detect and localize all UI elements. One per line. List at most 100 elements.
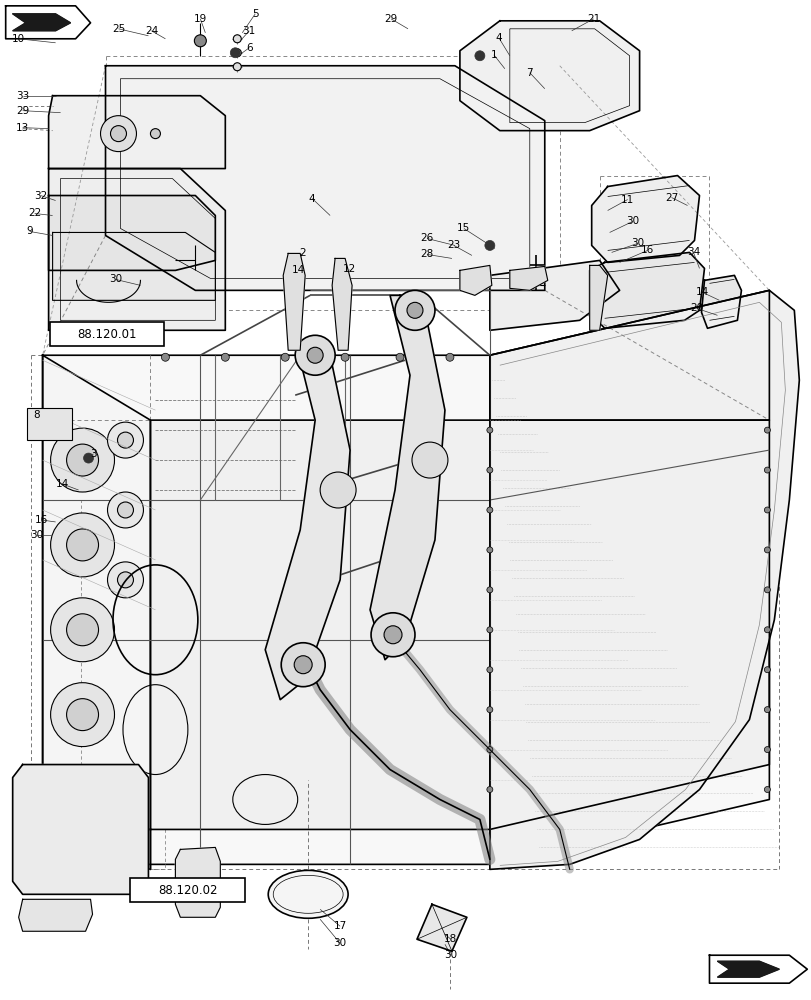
Circle shape bbox=[487, 787, 492, 792]
Circle shape bbox=[107, 562, 144, 598]
Circle shape bbox=[763, 667, 770, 673]
Polygon shape bbox=[105, 66, 544, 290]
Polygon shape bbox=[489, 290, 769, 420]
Polygon shape bbox=[509, 266, 547, 290]
Circle shape bbox=[487, 587, 492, 593]
Circle shape bbox=[118, 572, 133, 588]
Text: 26: 26 bbox=[420, 233, 433, 243]
Text: 30: 30 bbox=[30, 530, 43, 540]
Circle shape bbox=[50, 598, 114, 662]
Circle shape bbox=[411, 442, 448, 478]
Text: 9: 9 bbox=[26, 226, 33, 236]
Circle shape bbox=[763, 507, 770, 513]
Polygon shape bbox=[42, 290, 769, 864]
Circle shape bbox=[233, 63, 241, 71]
Text: 8: 8 bbox=[33, 410, 40, 420]
Circle shape bbox=[484, 240, 494, 250]
Text: 24: 24 bbox=[144, 26, 158, 36]
Circle shape bbox=[150, 129, 161, 139]
Circle shape bbox=[763, 427, 770, 433]
Text: 17: 17 bbox=[333, 921, 346, 931]
Circle shape bbox=[67, 614, 98, 646]
Text: 20: 20 bbox=[689, 303, 702, 313]
Circle shape bbox=[763, 547, 770, 553]
Text: 18: 18 bbox=[444, 934, 457, 944]
Text: 34: 34 bbox=[686, 247, 699, 257]
Circle shape bbox=[161, 353, 169, 361]
Text: 1: 1 bbox=[490, 50, 496, 60]
Text: 13: 13 bbox=[16, 123, 29, 133]
Polygon shape bbox=[709, 955, 806, 983]
Circle shape bbox=[763, 747, 770, 753]
Circle shape bbox=[487, 747, 492, 753]
Polygon shape bbox=[49, 196, 215, 270]
Text: 30: 30 bbox=[625, 216, 638, 226]
Text: 25: 25 bbox=[112, 24, 125, 34]
Text: 30: 30 bbox=[333, 938, 346, 948]
Text: 30: 30 bbox=[109, 274, 122, 284]
Circle shape bbox=[487, 707, 492, 713]
Polygon shape bbox=[6, 6, 91, 39]
Polygon shape bbox=[13, 765, 148, 894]
Polygon shape bbox=[589, 252, 704, 328]
Text: 5: 5 bbox=[251, 9, 258, 19]
Circle shape bbox=[487, 427, 492, 433]
Circle shape bbox=[445, 353, 453, 361]
Text: 3: 3 bbox=[90, 449, 97, 459]
Circle shape bbox=[118, 502, 133, 518]
Text: 14: 14 bbox=[291, 265, 304, 275]
Text: 14: 14 bbox=[695, 287, 708, 297]
Circle shape bbox=[294, 656, 311, 674]
Bar bbox=[27, 408, 71, 440]
Circle shape bbox=[384, 626, 401, 644]
Text: 22: 22 bbox=[28, 208, 41, 218]
Text: 11: 11 bbox=[620, 195, 633, 205]
Circle shape bbox=[406, 302, 423, 318]
Text: 15: 15 bbox=[457, 223, 470, 233]
Circle shape bbox=[763, 787, 770, 792]
Circle shape bbox=[194, 35, 206, 47]
Circle shape bbox=[487, 507, 492, 513]
Bar bbox=[49, 322, 164, 346]
Polygon shape bbox=[370, 295, 444, 660]
Text: 88.120.02: 88.120.02 bbox=[158, 884, 217, 897]
Polygon shape bbox=[332, 258, 352, 350]
Circle shape bbox=[107, 422, 144, 458]
Bar bbox=[131, 878, 245, 902]
Polygon shape bbox=[417, 904, 466, 951]
Polygon shape bbox=[701, 275, 740, 328]
Circle shape bbox=[67, 529, 98, 561]
Text: 23: 23 bbox=[447, 240, 460, 250]
Text: 2: 2 bbox=[298, 248, 305, 258]
Polygon shape bbox=[53, 232, 215, 300]
Circle shape bbox=[281, 643, 324, 687]
Polygon shape bbox=[589, 265, 607, 330]
Text: 10: 10 bbox=[12, 34, 25, 44]
Circle shape bbox=[107, 492, 144, 528]
Circle shape bbox=[763, 707, 770, 713]
Circle shape bbox=[763, 627, 770, 633]
Text: 14: 14 bbox=[56, 479, 69, 489]
Circle shape bbox=[118, 432, 133, 448]
Text: 6: 6 bbox=[246, 43, 252, 53]
Text: 88.120.01: 88.120.01 bbox=[77, 328, 136, 341]
Circle shape bbox=[50, 513, 114, 577]
Circle shape bbox=[763, 587, 770, 593]
Polygon shape bbox=[42, 420, 769, 869]
Circle shape bbox=[394, 290, 435, 330]
Polygon shape bbox=[13, 14, 71, 31]
Text: 16: 16 bbox=[640, 245, 654, 255]
Text: 16: 16 bbox=[35, 515, 48, 525]
Circle shape bbox=[67, 444, 98, 476]
Text: 30: 30 bbox=[630, 238, 643, 248]
Text: 28: 28 bbox=[420, 249, 433, 259]
Text: 27: 27 bbox=[664, 193, 677, 203]
Circle shape bbox=[281, 353, 289, 361]
Circle shape bbox=[487, 627, 492, 633]
Text: 4: 4 bbox=[308, 194, 315, 204]
Circle shape bbox=[110, 126, 127, 142]
Circle shape bbox=[67, 699, 98, 731]
Circle shape bbox=[396, 353, 404, 361]
Polygon shape bbox=[19, 899, 92, 931]
Polygon shape bbox=[459, 265, 491, 295]
